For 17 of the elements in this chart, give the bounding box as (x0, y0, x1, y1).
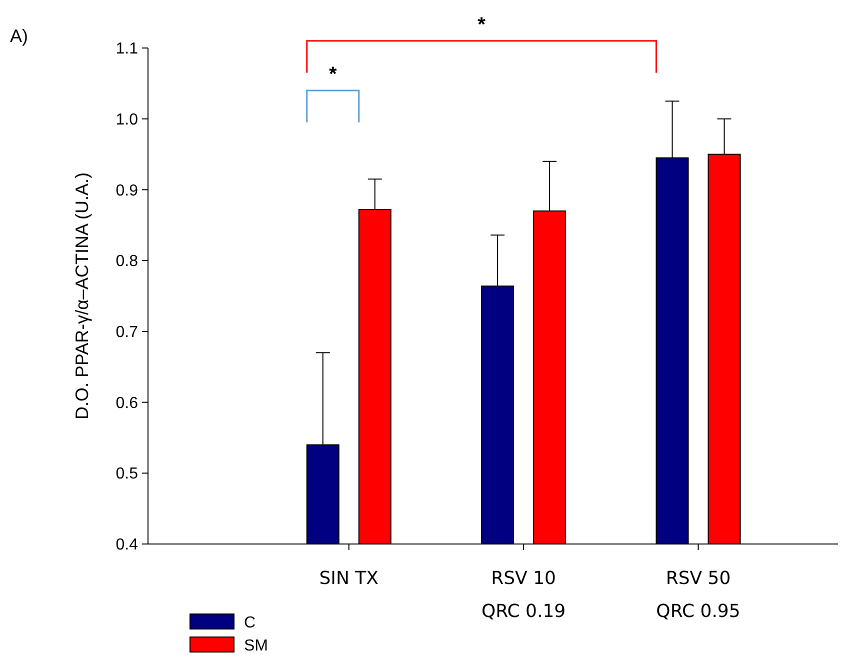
x-tick-label: RSV 50 QRC 0.95 (656, 568, 740, 622)
legend-label: SM (244, 638, 268, 655)
y-tick-label: 1.0 (116, 111, 138, 128)
y-tick-label: 1.1 (116, 40, 138, 58)
y-tick-label: 0.8 (116, 253, 138, 270)
y-axis-title: D.O. PPAR-γ/α–ACTINA (U.A.) (72, 172, 92, 420)
x-tick-label: RSV 10 QRC 0.19 (481, 568, 566, 622)
annotation: * (328, 64, 337, 86)
text: * (478, 14, 486, 36)
y-tick-label: 0.9 (116, 182, 138, 200)
x-tick-label: SIN TX (319, 568, 379, 589)
y-tick-label: 0.6 (116, 394, 138, 412)
legend-label: C (244, 614, 256, 632)
y-tick-label: 0.7 (116, 324, 138, 342)
y-tick-label: 0.5 (116, 466, 138, 483)
y-tick-label: 0.4 (116, 536, 138, 554)
text: A) (10, 26, 28, 46)
